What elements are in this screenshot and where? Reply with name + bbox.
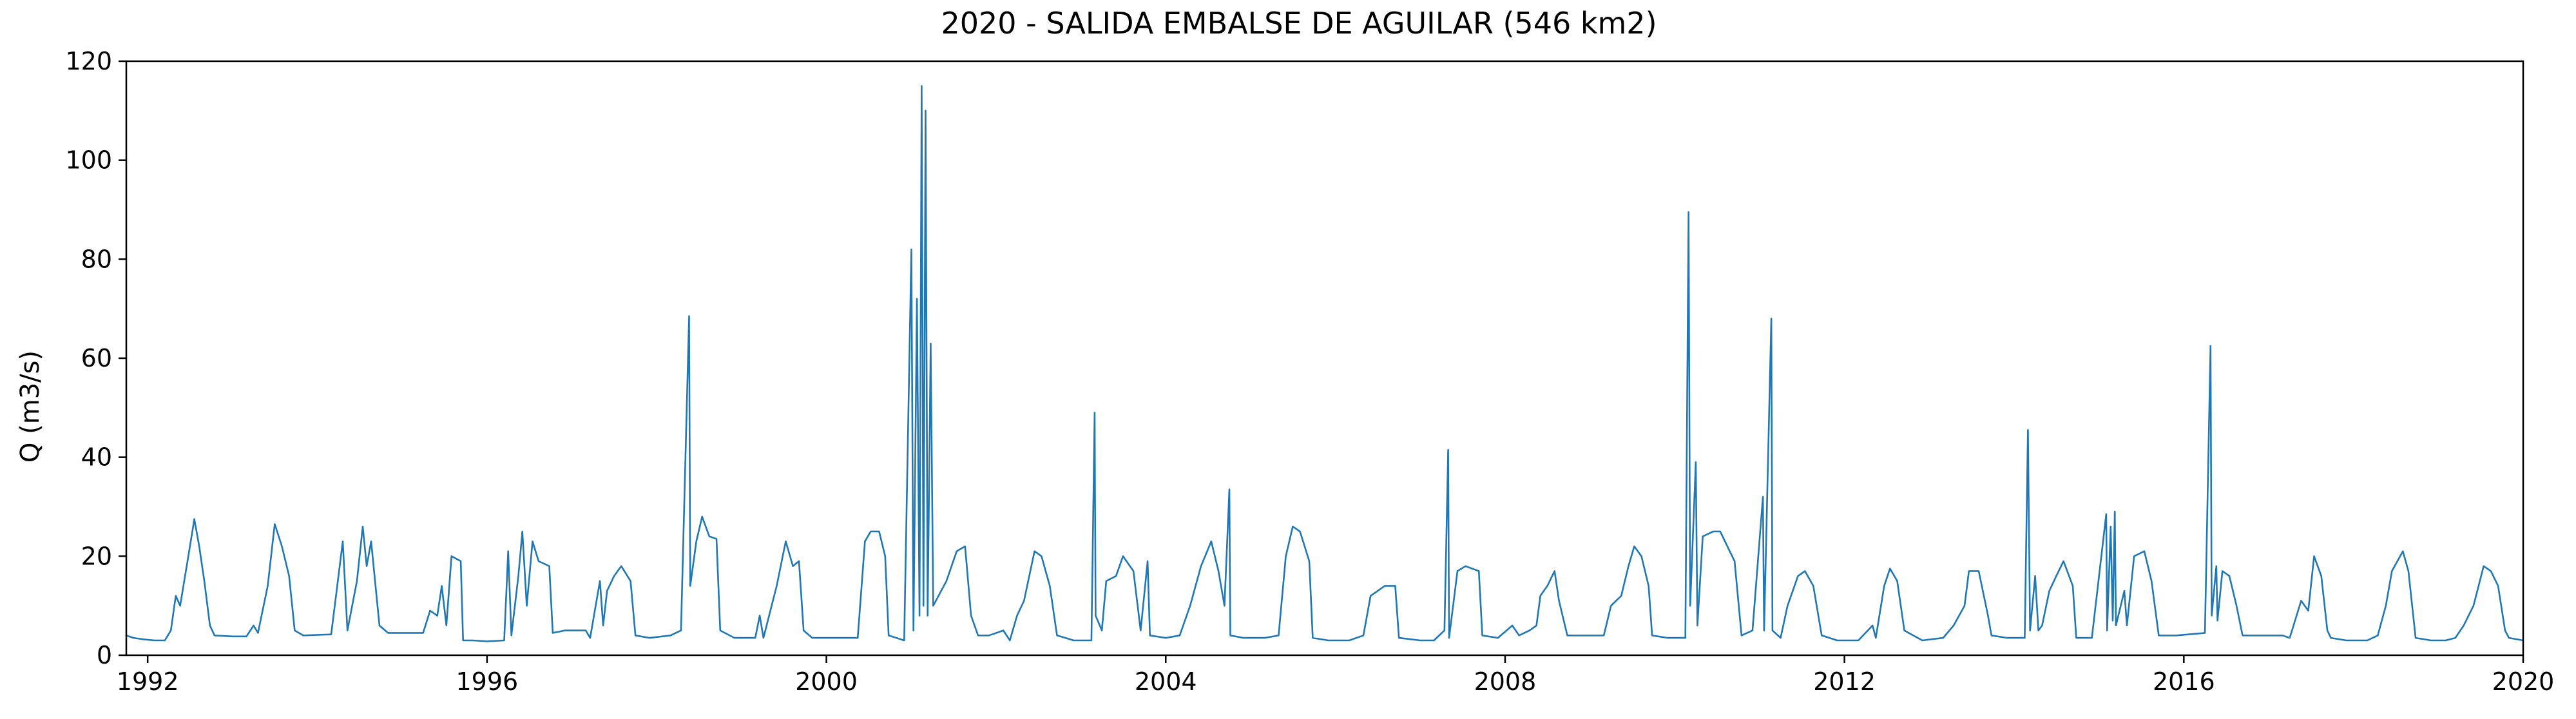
- y-tick-label: 0: [97, 641, 112, 669]
- x-tick-label: 2020: [2492, 667, 2555, 696]
- y-tick-label: 60: [81, 344, 112, 372]
- chart-title: 2020 - SALIDA EMBALSE DE AGUILAR (546 km…: [941, 6, 1657, 41]
- plot-frame: [125, 60, 2524, 657]
- x-tick-label: 1992: [117, 667, 179, 696]
- y-tick-label: 100: [65, 146, 112, 175]
- x-tick-label: 2008: [1474, 667, 1537, 696]
- y-tick-label: 40: [81, 443, 112, 472]
- x-tick-label: 1996: [456, 667, 518, 696]
- series-line-0: [125, 85, 2524, 642]
- y-tick-label: 20: [81, 542, 112, 570]
- x-tick-label: 2016: [2153, 667, 2215, 696]
- x-tick-label: 2012: [1813, 667, 1876, 696]
- axis-ticks: 1992 1996 2000 2004 2008 2012 2016 2020 0 20 40 60 8…: [65, 47, 2554, 696]
- series-group: [125, 85, 2524, 642]
- x-tick-label: 2004: [1135, 667, 1197, 696]
- y-tick-label: 120: [65, 47, 112, 75]
- y-axis-label: Q (m3/s): [15, 350, 45, 463]
- x-tick-label: 2000: [795, 667, 858, 696]
- y-tick-label: 80: [81, 245, 112, 273]
